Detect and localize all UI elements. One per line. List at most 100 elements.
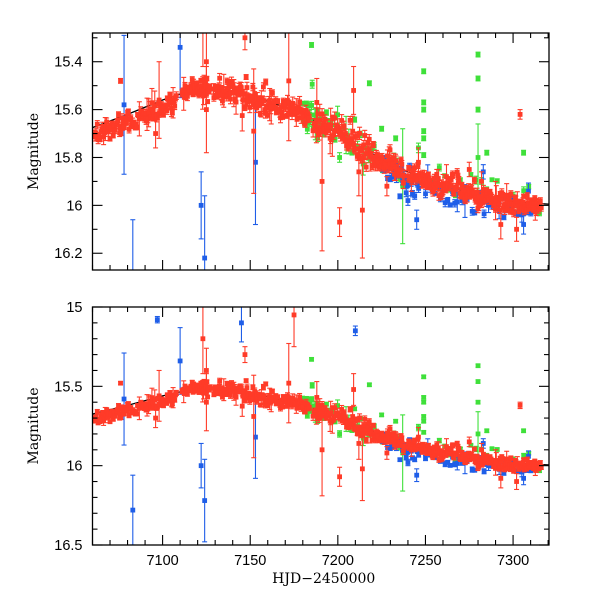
marker (357, 130, 362, 136)
marker (226, 82, 232, 88)
marker (359, 148, 365, 154)
data-point-green (309, 382, 315, 389)
marker (459, 182, 465, 188)
marker (478, 195, 483, 201)
data-point-blue (130, 219, 136, 270)
marker (397, 193, 403, 199)
marker (475, 76, 481, 81)
marker (481, 468, 487, 474)
marker (198, 202, 204, 208)
marker (536, 207, 541, 213)
marker (335, 124, 341, 130)
marker (526, 453, 531, 459)
marker (280, 114, 286, 120)
marker (421, 100, 427, 105)
marker (475, 107, 481, 113)
marker (110, 133, 116, 138)
marker (298, 115, 304, 121)
marker (521, 150, 526, 156)
data-point-red (153, 118, 159, 149)
data-point-red (359, 161, 365, 259)
marker (102, 130, 107, 136)
marker (503, 196, 508, 201)
marker (397, 167, 403, 173)
data-point-red (401, 169, 407, 182)
marker (402, 177, 408, 183)
marker (242, 35, 248, 41)
data-point-green (309, 42, 315, 48)
data-point-green (309, 79, 315, 89)
marker (421, 374, 427, 380)
marker (201, 93, 206, 99)
data-point-red (306, 114, 312, 123)
marker (207, 83, 213, 89)
data-point-red (251, 68, 257, 194)
marker (401, 173, 407, 179)
marker (521, 222, 526, 227)
marker (516, 212, 521, 217)
data-point-red (134, 124, 140, 131)
marker (275, 98, 281, 104)
data-point-green (421, 128, 427, 135)
marker (152, 103, 158, 109)
marker (502, 208, 508, 213)
marker (327, 407, 332, 413)
marker (343, 131, 348, 136)
marker (301, 114, 306, 120)
marker (360, 156, 366, 161)
data-point-red (112, 126, 118, 135)
marker (324, 110, 329, 115)
data-point-red (118, 129, 124, 137)
marker (498, 196, 504, 202)
data-point-green (421, 374, 427, 380)
marker (523, 204, 528, 210)
marker (434, 171, 440, 177)
data-point-blue (447, 463, 453, 468)
marker (355, 152, 361, 157)
marker (493, 198, 498, 203)
marker (406, 165, 412, 171)
marker (353, 0, 358, 4)
data-point-red (275, 98, 281, 105)
marker (194, 81, 200, 87)
marker (216, 84, 222, 89)
marker (416, 159, 421, 165)
marker (314, 128, 320, 134)
marker (117, 124, 123, 130)
marker (421, 395, 427, 400)
data-point-red (94, 120, 100, 129)
marker (261, 98, 267, 103)
marker (169, 105, 174, 111)
data-point-red (173, 91, 179, 101)
data-point-red (172, 102, 178, 111)
marker (251, 128, 257, 134)
data-point-red (362, 129, 368, 142)
y-tick-label: 15.4 (54, 55, 82, 71)
data-point-green (421, 135, 427, 142)
marker (130, 507, 136, 513)
marker (525, 200, 531, 206)
marker (346, 144, 352, 150)
marker (447, 463, 453, 468)
marker (297, 99, 303, 105)
data-point-blue (177, 33, 183, 99)
marker (475, 399, 481, 405)
marker (147, 106, 153, 112)
marker (299, 107, 305, 113)
data-point-green (337, 152, 343, 163)
data-point-green (475, 106, 481, 113)
marker (239, 113, 245, 118)
marker (447, 202, 453, 208)
marker (352, 117, 358, 123)
marker (300, 100, 305, 106)
marker (448, 182, 454, 188)
marker (405, 198, 411, 203)
marker (400, 183, 406, 189)
marker (228, 96, 233, 102)
marker (154, 317, 160, 323)
data-point-red (244, 81, 250, 94)
marker (414, 217, 420, 223)
marker (352, 406, 358, 412)
marker (362, 133, 368, 138)
marker (409, 178, 415, 184)
